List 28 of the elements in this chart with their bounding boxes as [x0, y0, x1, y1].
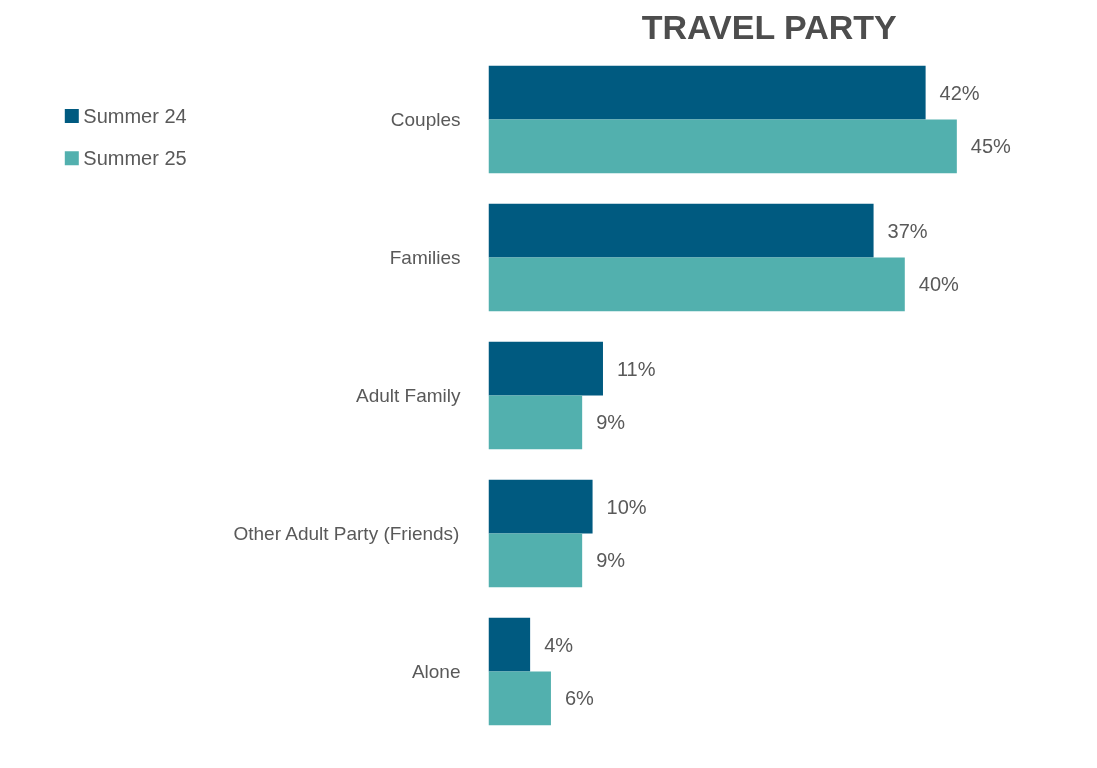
bar: [488, 119, 957, 174]
y-tick-label: Adult Family: [355, 385, 461, 406]
data-label: 10%: [606, 495, 647, 518]
data-label: 45%: [970, 135, 1012, 158]
y-tick-label: Other Adult Party (Friends): [233, 523, 460, 544]
data-label: 4%: [544, 633, 574, 656]
bar: [488, 257, 905, 312]
bar: [488, 203, 874, 258]
chart-title: TRAVEL PARTY: [641, 7, 898, 46]
bar: [488, 533, 583, 588]
data-label: 6%: [564, 687, 595, 710]
bar: [488, 395, 583, 450]
y-tick-label: Couples: [390, 109, 461, 130]
y-tick-label: Families: [389, 247, 461, 268]
bar: [488, 479, 593, 534]
data-label: 40%: [918, 273, 960, 296]
data-label: 37%: [887, 219, 928, 242]
data-label: 11%: [616, 357, 656, 380]
legend-label: Summer 24: [83, 105, 187, 128]
data-label: 9%: [596, 411, 626, 434]
bar: [488, 65, 926, 120]
bar: [488, 617, 531, 672]
bar: [488, 671, 551, 726]
data-label: 9%: [596, 549, 626, 572]
y-tick-label: Alone: [411, 661, 461, 682]
data-label: 42%: [939, 81, 980, 104]
bar: [488, 341, 603, 396]
legend-label: Summer 25: [83, 147, 187, 170]
